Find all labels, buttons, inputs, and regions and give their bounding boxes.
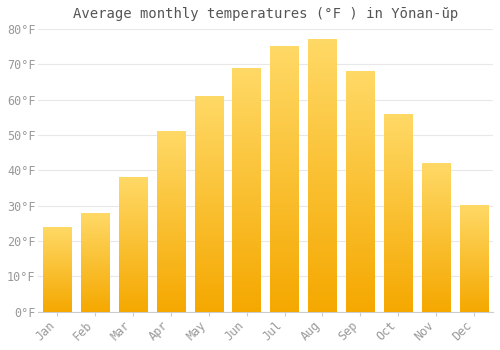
Title: Average monthly temperatures (°F ) in Yōnan-ŭp: Average monthly temperatures (°F ) in Yō… (73, 7, 458, 21)
